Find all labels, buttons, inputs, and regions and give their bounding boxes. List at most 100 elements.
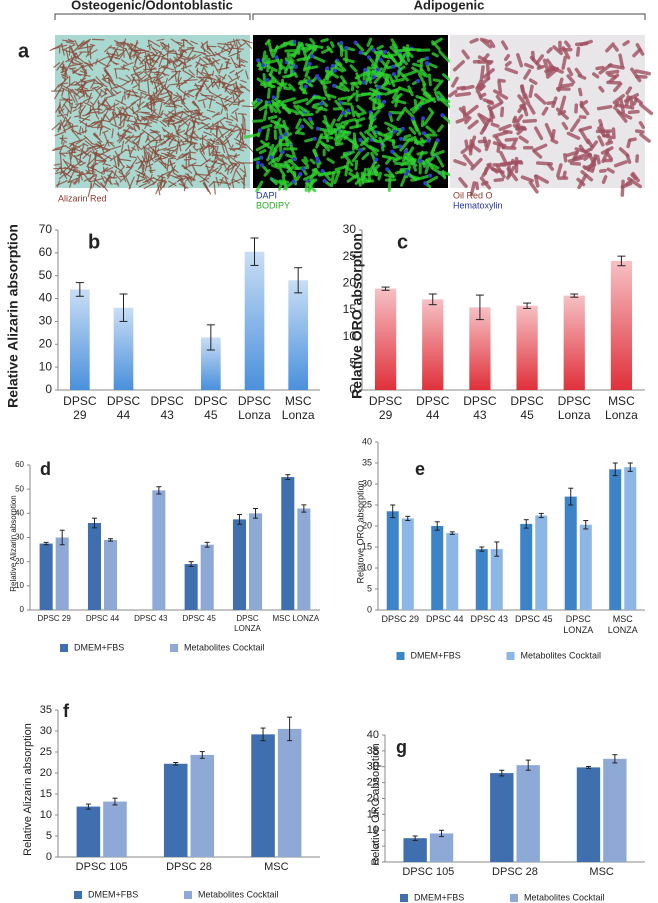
cell [64, 61, 72, 73]
cell [598, 63, 613, 75]
cell [164, 162, 167, 169]
cell [78, 172, 81, 184]
nucleus [416, 78, 421, 83]
cell [625, 86, 633, 95]
cell [148, 151, 154, 162]
cell [551, 128, 556, 141]
cell [118, 158, 132, 162]
nucleus [283, 132, 288, 137]
cell [208, 145, 211, 156]
error-bar [199, 751, 205, 759]
cell [564, 40, 571, 49]
cell [231, 108, 239, 114]
cell [422, 83, 427, 91]
cell [70, 164, 79, 172]
cell [115, 41, 125, 44]
nucleus [291, 179, 296, 184]
cell [261, 124, 273, 130]
cell [109, 177, 112, 185]
x-tick-label: MSC Lonza [281, 394, 315, 423]
cell [210, 138, 215, 144]
cell [149, 107, 160, 117]
cell [162, 71, 166, 77]
cell [476, 76, 490, 89]
cell [627, 109, 640, 115]
cell [103, 110, 109, 118]
y-tick-label: 20 [39, 336, 53, 350]
cell [267, 40, 274, 57]
cell [135, 73, 142, 80]
cell [73, 94, 78, 103]
error-bar [612, 462, 618, 477]
cell [285, 153, 296, 160]
nucleus [320, 169, 325, 174]
cell [166, 150, 171, 159]
legend-swatch [60, 644, 68, 652]
cell [394, 161, 411, 166]
cell [192, 171, 197, 181]
cell [74, 39, 79, 48]
cell [209, 146, 216, 157]
cell [348, 171, 358, 179]
cell [343, 165, 353, 173]
cell [124, 137, 135, 145]
y-tick-label: 40 [362, 436, 372, 446]
cell [70, 55, 74, 65]
cell [361, 152, 370, 161]
cell [213, 181, 216, 195]
nucleus [292, 39, 297, 44]
cell [137, 157, 146, 170]
cell [76, 82, 88, 91]
nucleus [423, 181, 428, 186]
cell [136, 155, 145, 167]
cell [233, 90, 242, 94]
cell [217, 126, 224, 139]
cell [230, 163, 236, 174]
cell [577, 87, 583, 97]
cell [223, 117, 234, 122]
cell [69, 182, 72, 188]
cell [59, 152, 63, 167]
cell [228, 53, 237, 57]
nucleus [383, 49, 388, 54]
nucleus [293, 64, 298, 69]
cell [244, 143, 255, 154]
nucleus [332, 68, 337, 73]
cell [128, 90, 131, 98]
cell [606, 167, 615, 174]
cell [215, 176, 220, 187]
cell [302, 59, 309, 72]
x-tick-label: DPSC 45 [194, 394, 228, 423]
error-bar [285, 474, 291, 480]
x-label-box: DPSC LONZA [234, 614, 261, 633]
cell [343, 153, 354, 167]
cell [237, 161, 245, 165]
error-bar [173, 762, 179, 766]
y-tick-label: 30 [367, 761, 379, 773]
cell [232, 84, 236, 91]
cell [462, 153, 475, 168]
error-bar [439, 829, 445, 838]
cell [630, 173, 637, 181]
cell [141, 118, 155, 120]
cell [137, 132, 142, 146]
cell [135, 179, 142, 182]
cell [86, 43, 89, 53]
nucleus [330, 63, 335, 68]
x-tick-label: DPSC 43 [463, 394, 497, 423]
legend-label: Metabolites Cocktail [198, 889, 279, 899]
cell [131, 41, 139, 51]
cell [482, 53, 490, 61]
cell [100, 92, 108, 98]
cell [175, 130, 186, 135]
cell [197, 77, 205, 84]
cell [462, 105, 467, 122]
cell [80, 40, 90, 47]
cell [120, 140, 125, 154]
cell [219, 155, 225, 158]
cell [305, 95, 317, 106]
cell [618, 53, 624, 68]
cell [333, 170, 341, 185]
cell [370, 85, 381, 99]
